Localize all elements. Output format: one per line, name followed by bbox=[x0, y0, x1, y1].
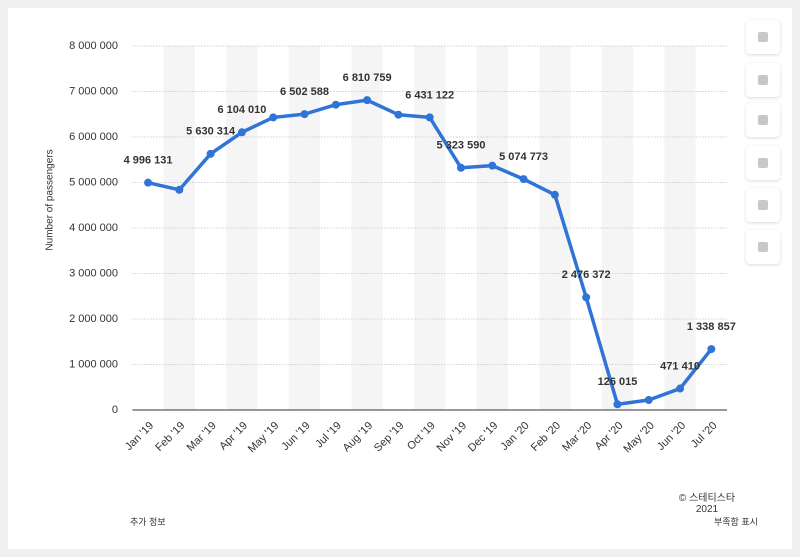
value-label: 5 074 773 bbox=[499, 151, 548, 163]
value-label: 6 431 122 bbox=[405, 89, 454, 101]
column-band bbox=[288, 46, 321, 410]
more-info-link[interactable]: 추가 정보 bbox=[130, 517, 166, 527]
x-tick-label: Sep '19 bbox=[372, 420, 407, 455]
print-button[interactable] bbox=[746, 230, 780, 264]
y-axis-label: Number of passengers bbox=[45, 149, 56, 250]
value-label: 126 015 bbox=[598, 376, 638, 388]
x-tick-label: Feb '20 bbox=[529, 420, 563, 454]
y-tick-label: 5 000 000 bbox=[69, 176, 118, 188]
x-tick-label: Apr '19 bbox=[217, 420, 250, 453]
cite-button[interactable] bbox=[746, 188, 780, 222]
copyright: © 스테티스타 2021 bbox=[678, 493, 736, 515]
point bbox=[144, 178, 153, 187]
point bbox=[206, 149, 215, 158]
settings-button[interactable] bbox=[746, 103, 780, 137]
point bbox=[456, 163, 465, 172]
share-button[interactable] bbox=[746, 146, 780, 180]
report-link[interactable]: 부족함 표시 bbox=[714, 517, 758, 527]
value-label: 6 810 759 bbox=[343, 72, 392, 84]
x-tick-label: Mar '20 bbox=[560, 420, 594, 454]
column-band bbox=[476, 46, 508, 410]
favorite-button[interactable] bbox=[746, 20, 780, 54]
y-tick-label: 7 000 000 bbox=[69, 85, 118, 97]
point bbox=[269, 113, 278, 122]
value-label: 4 996 131 bbox=[124, 155, 173, 167]
point bbox=[582, 293, 591, 302]
notify-button[interactable] bbox=[746, 63, 780, 97]
x-tick-label: May '19 bbox=[246, 420, 281, 455]
x-tick-label: Oct '19 bbox=[405, 420, 438, 453]
x-tick-label: Jan '19 bbox=[123, 420, 156, 453]
x-tick-label: Feb '19 bbox=[153, 420, 187, 454]
card bbox=[8, 8, 792, 549]
value-label: 6 104 010 bbox=[217, 104, 266, 116]
point bbox=[613, 400, 622, 409]
y-tick-label: 8 000 000 bbox=[69, 40, 118, 52]
y-tick-label: 2 000 000 bbox=[69, 313, 118, 325]
x-tick-label: Jul '20 bbox=[689, 420, 720, 451]
y-tick-label: 4 000 000 bbox=[69, 222, 118, 234]
point bbox=[394, 110, 403, 119]
value-label: 5 630 314 bbox=[186, 126, 236, 138]
y-tick-label: 3 000 000 bbox=[69, 267, 118, 279]
x-tick-label: Apr '20 bbox=[593, 420, 626, 453]
point bbox=[644, 395, 653, 404]
y-tick-label: 1 000 000 bbox=[69, 358, 118, 370]
point bbox=[300, 110, 309, 119]
value-label: 471 410 bbox=[660, 360, 700, 372]
point bbox=[488, 161, 497, 170]
x-tick-label: Jun '20 bbox=[655, 420, 688, 453]
point bbox=[676, 384, 685, 393]
x-tick-label: Mar '19 bbox=[185, 420, 219, 454]
point bbox=[237, 128, 246, 137]
point bbox=[363, 96, 372, 105]
y-tick-label: 0 bbox=[112, 404, 118, 416]
point bbox=[425, 113, 434, 122]
value-label: 5 323 590 bbox=[437, 140, 486, 152]
x-tick-label: Dec '19 bbox=[466, 420, 501, 455]
point bbox=[550, 190, 559, 199]
point bbox=[519, 175, 528, 184]
value-label: 6 502 588 bbox=[280, 86, 329, 98]
x-tick-label: Aug '19 bbox=[341, 420, 376, 455]
value-label: 1 338 857 bbox=[687, 321, 736, 333]
x-tick-label: Jan '20 bbox=[498, 420, 531, 453]
point bbox=[175, 185, 184, 194]
value-label: 2 476 372 bbox=[562, 269, 611, 281]
x-tick-label: Nov '19 bbox=[435, 420, 470, 455]
y-tick-label: 6 000 000 bbox=[69, 131, 118, 143]
point bbox=[707, 345, 716, 354]
point bbox=[331, 100, 340, 109]
x-tick-label: Jun '19 bbox=[279, 420, 312, 453]
x-tick-label: May '20 bbox=[621, 420, 656, 455]
